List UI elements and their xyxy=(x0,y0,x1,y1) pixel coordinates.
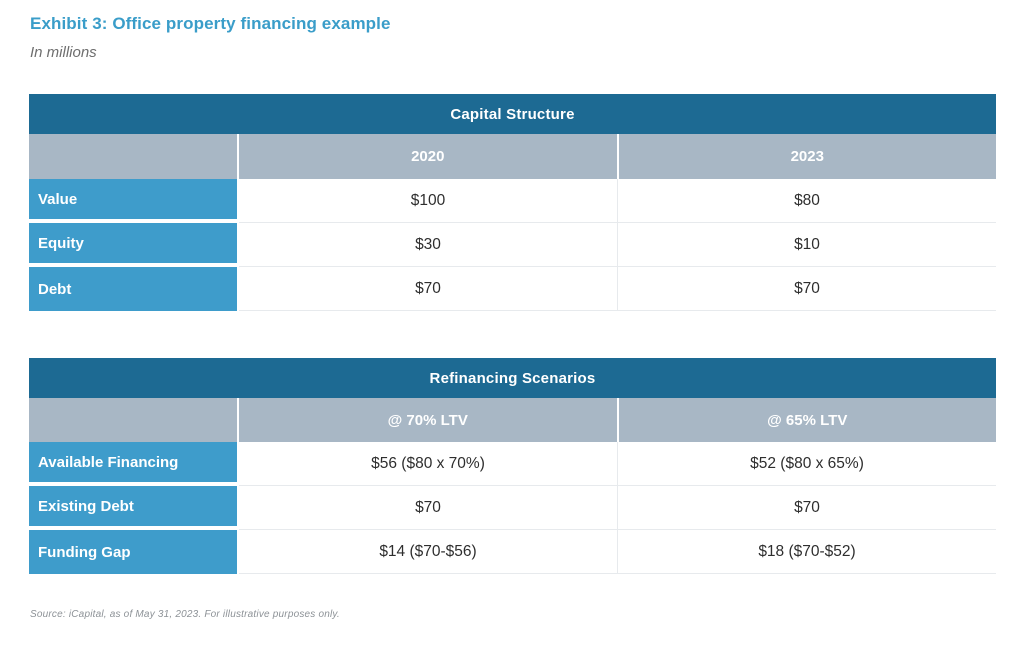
exhibit-title: Exhibit 3: Office property financing exa… xyxy=(30,14,391,33)
cell-value: $100 xyxy=(239,179,617,223)
cell-value: $52 ($80 x 65%) xyxy=(617,442,996,486)
column-header-2020: 2020 xyxy=(239,134,617,179)
cell-value: $80 xyxy=(617,179,996,223)
column-header-2023: 2023 xyxy=(616,134,996,179)
column-header-empty xyxy=(29,398,239,442)
column-header-row: @ 70% LTV @ 65% LTV xyxy=(29,398,996,442)
table-title: Refinancing Scenarios xyxy=(29,358,996,398)
cell-value: $70 xyxy=(617,267,996,311)
cell-value: $30 xyxy=(239,223,617,267)
column-header-row: 2020 2023 xyxy=(29,134,996,179)
table-row: Debt $70 $70 xyxy=(29,267,996,311)
refinancing-scenarios-table: Refinancing Scenarios @ 70% LTV @ 65% LT… xyxy=(29,358,996,574)
column-header-empty xyxy=(29,134,239,179)
cell-value: $70 xyxy=(239,267,617,311)
column-header-70-ltv: @ 70% LTV xyxy=(239,398,617,442)
cell-value: $70 xyxy=(239,486,617,530)
cell-value: $56 ($80 x 70%) xyxy=(239,442,617,486)
table-row: Value $100 $80 xyxy=(29,179,996,223)
cell-value: $70 xyxy=(617,486,996,530)
capital-structure-table: Capital Structure 2020 2023 Value $100 $… xyxy=(29,94,996,311)
table-row: Available Financing $56 ($80 x 70%) $52 … xyxy=(29,442,996,486)
cell-value: $10 xyxy=(617,223,996,267)
row-label: Funding Gap xyxy=(29,530,239,574)
row-label: Debt xyxy=(29,267,239,311)
row-label: Equity xyxy=(29,223,239,267)
table-row: Funding Gap $14 ($70-$56) $18 ($70-$52) xyxy=(29,530,996,574)
source-note: Source: iCapital, as of May 31, 2023. Fo… xyxy=(30,609,340,620)
row-label: Existing Debt xyxy=(29,486,239,530)
cell-value: $18 ($70-$52) xyxy=(617,530,996,574)
row-label: Value xyxy=(29,179,239,223)
table-row: Equity $30 $10 xyxy=(29,223,996,267)
table-title: Capital Structure xyxy=(29,94,996,134)
row-label: Available Financing xyxy=(29,442,239,486)
column-header-65-ltv: @ 65% LTV xyxy=(616,398,996,442)
cell-value: $14 ($70-$56) xyxy=(239,530,617,574)
exhibit-subtitle: In millions xyxy=(30,44,97,61)
table-row: Existing Debt $70 $70 xyxy=(29,486,996,530)
